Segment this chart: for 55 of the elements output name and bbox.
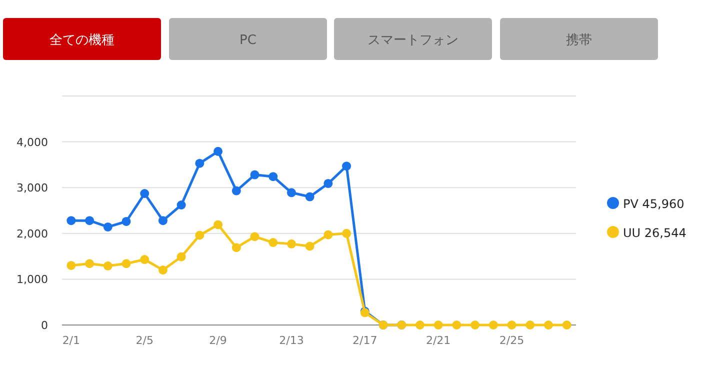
point (232, 186, 241, 196)
y-tick-label: 4,000 (16, 136, 48, 149)
point (452, 320, 462, 330)
point (305, 242, 314, 251)
point (250, 232, 260, 242)
point (305, 192, 314, 202)
point (342, 162, 352, 171)
point (195, 230, 204, 240)
x-tick-label: 2/21 (426, 334, 451, 347)
point (286, 188, 296, 198)
point (176, 252, 186, 262)
x-tick-label: 2/17 (352, 334, 378, 347)
legend-label: UU 26,544 (623, 226, 686, 240)
y-tick-label: 1,000 (16, 273, 48, 286)
point (140, 255, 150, 264)
x-tick-label: 2/1 (62, 334, 80, 347)
point (66, 260, 76, 270)
y-tick-label: 0 (41, 319, 48, 332)
point (324, 178, 333, 188)
point (176, 200, 186, 210)
y-tick-label: 2,000 (16, 227, 48, 240)
point (214, 220, 223, 230)
point (85, 259, 94, 268)
point (434, 320, 443, 330)
point (66, 216, 76, 226)
point (470, 320, 480, 330)
point (488, 320, 498, 330)
x-tick-label: 2/25 (499, 334, 524, 347)
x-tick-label: 2/9 (209, 334, 227, 347)
point (250, 170, 260, 180)
y-tick-label: 3,000 (16, 182, 48, 195)
point (268, 172, 278, 182)
legend-label: PV 45,960 (623, 197, 684, 211)
point (122, 216, 131, 226)
point (122, 259, 131, 268)
point (324, 230, 333, 240)
point (544, 320, 553, 330)
point (103, 222, 112, 232)
point (195, 158, 204, 168)
point (85, 216, 94, 226)
point (415, 320, 424, 330)
point (562, 320, 572, 330)
point (158, 266, 168, 275)
point (214, 146, 223, 156)
point (526, 320, 535, 330)
point (507, 320, 516, 330)
point (103, 261, 112, 270)
x-tick-label: 2/13 (279, 334, 304, 347)
point (158, 216, 168, 226)
point (232, 243, 241, 252)
x-tick-label: 2/5 (136, 334, 154, 347)
point (342, 228, 352, 238)
point (268, 238, 278, 248)
point (286, 239, 296, 248)
point (140, 189, 150, 198)
